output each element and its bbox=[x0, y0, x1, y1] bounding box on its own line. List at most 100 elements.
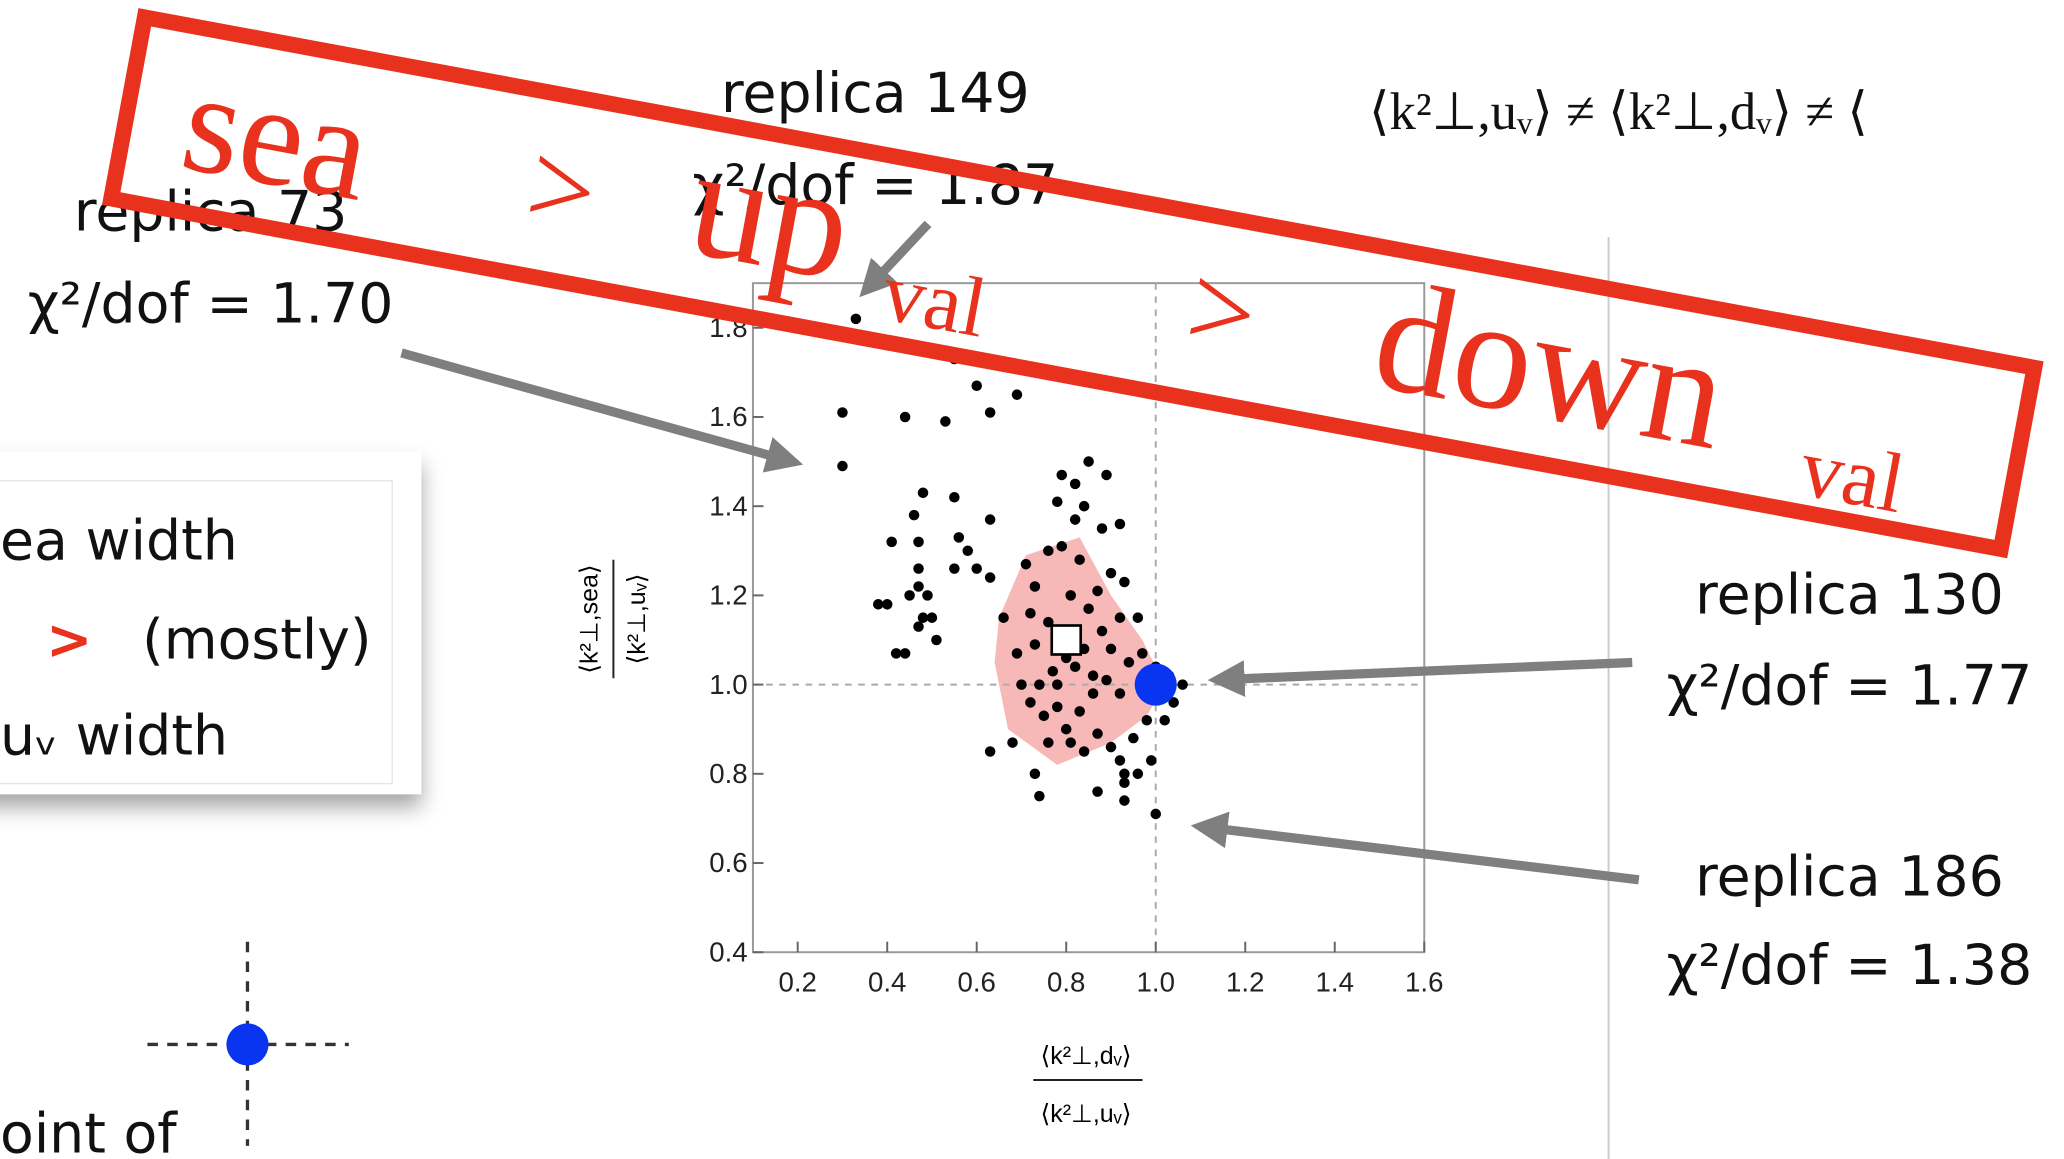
point bbox=[886, 536, 897, 548]
point bbox=[837, 460, 848, 472]
point bbox=[1029, 581, 1041, 592]
point bbox=[971, 380, 982, 392]
box-note: (mostly) bbox=[142, 609, 371, 673]
point bbox=[998, 612, 1009, 623]
point bbox=[922, 590, 933, 601]
stamp-border bbox=[101, 8, 2044, 559]
point bbox=[1114, 612, 1126, 623]
stamp: sea > up val > down val bbox=[101, 8, 2044, 559]
arrow bbox=[400, 348, 804, 473]
footer-text: oint of bbox=[0, 1102, 178, 1159]
point bbox=[962, 545, 974, 557]
point bbox=[1096, 625, 1108, 637]
x-tick-label: 0.2 bbox=[778, 967, 816, 998]
point bbox=[1078, 500, 1090, 512]
point bbox=[1123, 657, 1135, 668]
plot: 0.2 0.4 0.6 0.8 1.0 1.2 1.4 1.6 0.4 0.6 0.8 1.0 1.2 1… bbox=[576, 282, 1443, 1128]
point bbox=[1052, 679, 1063, 690]
point bbox=[984, 407, 996, 418]
x-tick-label: 1.6 bbox=[1405, 967, 1443, 998]
stamp-text: sea bbox=[172, 41, 383, 232]
point bbox=[1052, 701, 1063, 713]
box-text: ea width bbox=[0, 510, 238, 574]
point bbox=[1020, 558, 1032, 570]
point bbox=[913, 536, 924, 548]
point bbox=[1105, 643, 1117, 655]
arrow bbox=[859, 220, 932, 298]
x-tick-label: 1.0 bbox=[1137, 967, 1175, 998]
point bbox=[1065, 737, 1076, 748]
x-axis-label: ⟨k²⊥,dᵥ⟩ bbox=[1040, 1042, 1131, 1070]
point bbox=[1114, 755, 1126, 766]
point bbox=[908, 509, 920, 521]
y-tick-label: 1.4 bbox=[709, 490, 747, 521]
stamp-text: val bbox=[1793, 421, 1911, 531]
point bbox=[1128, 732, 1139, 744]
point bbox=[949, 491, 960, 503]
point bbox=[1074, 554, 1085, 565]
point bbox=[1038, 710, 1050, 722]
point bbox=[1114, 688, 1126, 699]
point bbox=[940, 416, 951, 427]
point bbox=[1047, 665, 1059, 677]
point bbox=[837, 407, 848, 418]
point bbox=[1011, 389, 1023, 400]
legend-box bbox=[0, 451, 422, 795]
point bbox=[881, 599, 893, 610]
point bbox=[1029, 639, 1041, 650]
point bbox=[1105, 741, 1117, 753]
point bbox=[1159, 715, 1170, 726]
point bbox=[1025, 607, 1036, 619]
annotation-replica: replica 186 bbox=[1695, 846, 2004, 910]
point bbox=[1101, 469, 1112, 481]
annotations: replica 149 χ²/dof = 1.87 replica 73 χ²/… bbox=[28, 62, 2032, 998]
point bbox=[917, 487, 929, 499]
annotation-chi: χ²/dof = 1.77 bbox=[1667, 655, 2033, 719]
point bbox=[1078, 746, 1090, 757]
point bbox=[890, 648, 902, 659]
x-axis-label: ⟨k²⊥,uᵥ⟩ bbox=[1040, 1100, 1131, 1128]
stamp-text: > bbox=[517, 117, 607, 259]
point bbox=[1145, 755, 1157, 766]
y-tick-label: 1.6 bbox=[709, 401, 747, 432]
point bbox=[953, 532, 965, 543]
point bbox=[913, 621, 924, 632]
point bbox=[1119, 795, 1130, 806]
point bbox=[1114, 518, 1126, 530]
box-text: uᵥ width bbox=[0, 705, 228, 769]
point bbox=[1141, 715, 1153, 726]
box-gt: > bbox=[46, 609, 92, 673]
point bbox=[1101, 674, 1112, 686]
annotation-chi: χ²/dof = 1.87 bbox=[693, 154, 1059, 218]
x-tick-label: 1.4 bbox=[1316, 967, 1354, 998]
annotation-chi: χ²/dof = 1.38 bbox=[1667, 934, 2033, 998]
point bbox=[1016, 679, 1027, 690]
point bbox=[1092, 786, 1103, 797]
point bbox=[1069, 514, 1081, 525]
point bbox=[949, 563, 960, 574]
annotation-replica: replica 130 bbox=[1695, 564, 2004, 628]
point bbox=[899, 411, 911, 423]
point bbox=[917, 612, 929, 623]
point bbox=[1105, 567, 1117, 579]
point bbox=[1060, 723, 1072, 735]
point bbox=[1150, 808, 1161, 820]
point bbox=[850, 313, 862, 325]
point bbox=[1087, 670, 1099, 681]
annotation-chi: χ²/dof = 1.70 bbox=[28, 273, 394, 337]
point bbox=[1119, 777, 1130, 788]
point bbox=[1132, 768, 1144, 780]
stamp-text: val bbox=[875, 245, 993, 355]
y-tick-label: 1.2 bbox=[709, 580, 747, 611]
y-axis-label: ⟨k²⊥,uᵥ⟩ bbox=[623, 573, 651, 664]
y-axis-label: ⟨k²⊥,sea⟩ ⟨k²⊥,uᵥ⟩ bbox=[576, 559, 651, 679]
x-tick-label: 0.6 bbox=[958, 967, 996, 998]
point bbox=[1096, 523, 1108, 534]
point bbox=[1065, 590, 1076, 601]
point bbox=[1069, 661, 1081, 673]
point bbox=[1083, 456, 1094, 467]
y-tick-label: 1.0 bbox=[709, 669, 747, 700]
point bbox=[1069, 478, 1081, 490]
y-tick-label: 0.4 bbox=[709, 936, 747, 967]
